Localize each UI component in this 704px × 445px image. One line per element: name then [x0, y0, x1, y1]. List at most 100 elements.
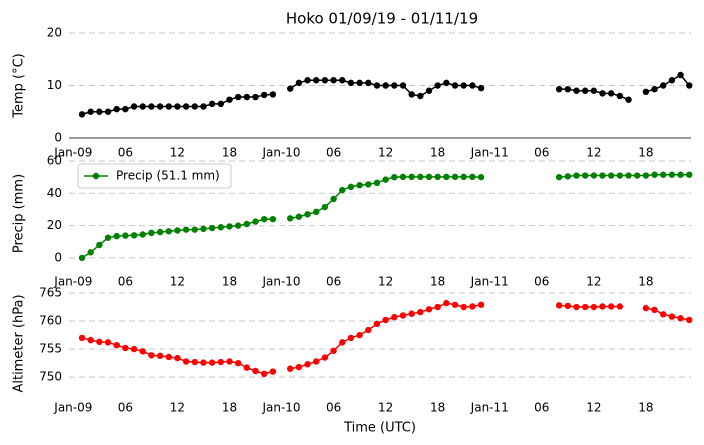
data-point — [408, 173, 415, 181]
x-tick-label: 12 — [378, 275, 393, 289]
data-point — [148, 229, 155, 237]
x-tick-label: 06 — [326, 401, 341, 415]
data-point — [78, 254, 86, 262]
data-point — [347, 79, 355, 87]
data-point — [564, 302, 572, 310]
data-point — [677, 71, 684, 79]
data-point — [607, 90, 615, 97]
data-point — [564, 85, 572, 93]
data-point — [408, 310, 415, 317]
data-point — [434, 173, 441, 181]
data-point — [304, 77, 311, 84]
data-point — [139, 231, 146, 238]
y-axis-label: Precip (mm) — [12, 174, 27, 253]
data-point — [425, 87, 433, 94]
data-point — [226, 358, 233, 365]
data-point — [625, 172, 632, 179]
data-point — [555, 173, 563, 181]
data-point — [295, 213, 303, 220]
x-tick-label: 18 — [430, 275, 445, 289]
y-tick-label: 760 — [39, 314, 62, 328]
x-tick-label: 12 — [170, 275, 185, 289]
data-point — [174, 227, 181, 234]
data-point — [148, 352, 155, 359]
data-point — [287, 85, 294, 92]
data-point — [130, 103, 138, 110]
data-point — [590, 87, 598, 94]
data-point — [226, 223, 233, 230]
data-point — [477, 301, 485, 308]
data-point — [417, 308, 424, 316]
data-point — [191, 103, 198, 110]
data-point — [260, 215, 268, 223]
data-point — [399, 82, 407, 89]
data-point — [555, 302, 563, 309]
x-axis-label: Time (UTC) — [343, 421, 416, 436]
data-point — [260, 370, 268, 377]
x-tick-label: 18 — [430, 401, 445, 415]
data-point — [287, 215, 294, 222]
series-line — [81, 74, 690, 116]
data-point — [425, 173, 433, 181]
data-point — [668, 77, 676, 84]
data-point — [443, 299, 450, 307]
data-point — [104, 108, 112, 115]
data-point — [651, 85, 658, 93]
data-point — [677, 171, 684, 178]
data-point — [373, 82, 381, 89]
data-point — [330, 77, 337, 84]
data-point — [651, 306, 658, 314]
data-point — [356, 182, 363, 189]
data-point — [252, 367, 259, 375]
data-point — [686, 316, 693, 324]
y-tick-label: 60 — [47, 154, 62, 168]
data-point — [356, 79, 363, 87]
data-point — [200, 103, 207, 110]
x-tick-label: 12 — [170, 146, 185, 160]
data-point — [182, 103, 190, 110]
data-point — [234, 222, 242, 229]
data-point — [200, 359, 207, 366]
data-point — [165, 103, 172, 110]
data-point — [477, 173, 485, 181]
data-point — [191, 226, 198, 233]
data-point — [391, 313, 398, 321]
data-point — [78, 111, 86, 118]
data-point — [217, 224, 225, 231]
data-point — [469, 303, 476, 310]
x-tick-label: Jan-10 — [261, 275, 300, 289]
data-point — [382, 176, 389, 183]
data-point — [616, 92, 624, 100]
data-point — [625, 96, 632, 103]
data-point — [460, 82, 467, 89]
x-tick-label: Jan-10 — [261, 401, 300, 415]
data-point — [217, 358, 225, 366]
data-point — [642, 88, 650, 96]
data-point — [382, 82, 389, 89]
x-tick-label: 12 — [586, 401, 601, 415]
y-tick-label: 10 — [47, 78, 62, 92]
data-point — [573, 87, 580, 94]
data-point — [581, 303, 589, 311]
x-tick-label: 06 — [118, 401, 133, 415]
x-tick-label: Jan-09 — [53, 275, 92, 289]
data-point — [313, 208, 320, 216]
y-tick-label: 20 — [47, 26, 62, 40]
y-tick-label: 20 — [47, 218, 62, 232]
data-point — [469, 82, 476, 89]
data-point — [330, 347, 337, 354]
data-point — [234, 93, 242, 101]
data-point — [243, 93, 251, 101]
y-tick-label: 750 — [39, 370, 62, 384]
data-point — [555, 85, 563, 93]
data-point — [191, 358, 198, 366]
data-point — [347, 334, 355, 342]
data-point — [208, 100, 216, 108]
legend-label: Precip (51.1 mm) — [116, 169, 220, 183]
x-tick-label: 12 — [378, 401, 393, 415]
data-point — [339, 77, 346, 84]
data-point — [347, 183, 355, 191]
data-point — [200, 225, 207, 233]
data-point — [651, 171, 658, 178]
data-point — [382, 316, 389, 324]
